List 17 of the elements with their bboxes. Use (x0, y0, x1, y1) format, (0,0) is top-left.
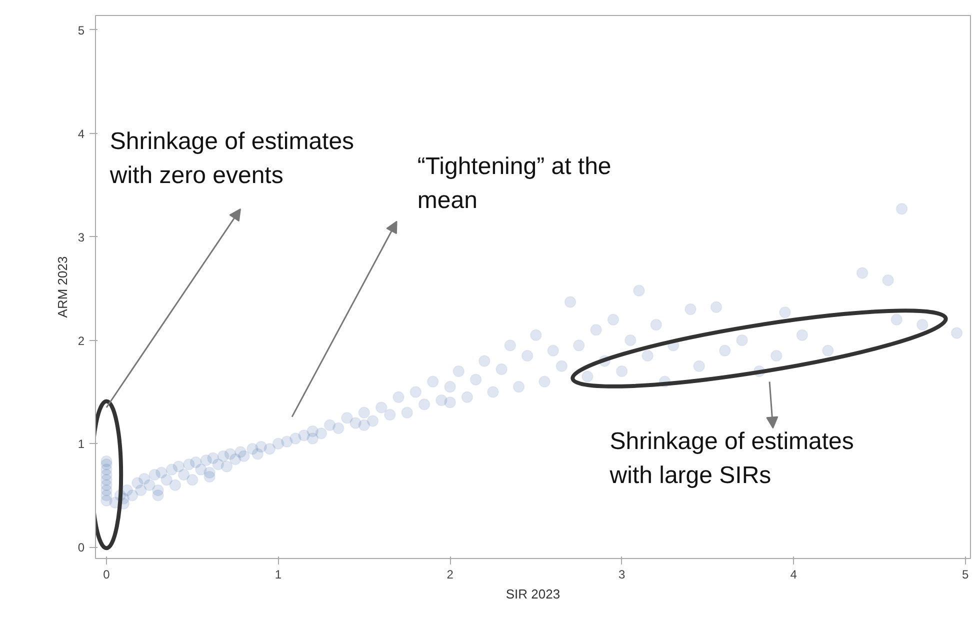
x-tick-label: 5 (962, 568, 970, 582)
y-tick-label: 1 (78, 437, 85, 452)
x-tick-label: 0 (103, 568, 110, 582)
annotation: “Tightening” at the mean (417, 153, 612, 214)
y-axis-title: ARM 2023 (54, 256, 70, 318)
y-tick-label: 4 (78, 126, 85, 141)
x-tick-label: 3 (618, 568, 626, 582)
annotation: Shrinkage of estimates with large SIRs (608, 428, 854, 489)
x-tick-label: 4 (790, 568, 798, 582)
x-tick-label: 2 (446, 568, 454, 582)
y-tick-label: 0 (78, 540, 85, 555)
y-tick-label: 5 (78, 23, 85, 38)
annotation: Shrinkage of estimates with zero events (108, 128, 354, 189)
x-tick-label: 1 (274, 568, 282, 582)
x-axis-title: SIR 2023 (506, 586, 560, 602)
y-tick-label: 3 (78, 230, 85, 244)
y-tick-label: 2 (78, 334, 85, 348)
